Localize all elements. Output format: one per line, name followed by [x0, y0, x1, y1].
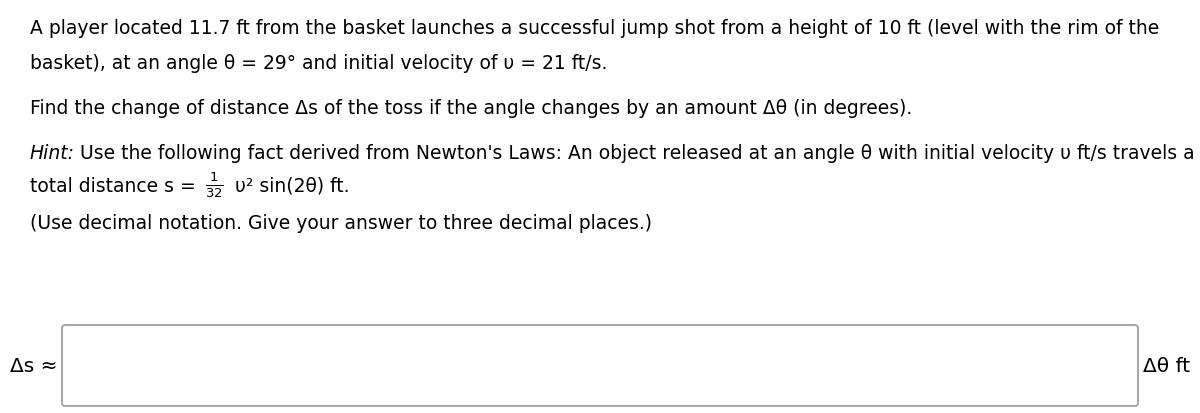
Text: Use the following fact derived from Newton's Laws: An object released at an angl: Use the following fact derived from Newt…	[74, 144, 1195, 163]
Text: υ² sin(2θ) ft.: υ² sin(2θ) ft.	[235, 177, 349, 195]
Text: Δs ≈: Δs ≈	[10, 356, 58, 375]
Text: Hint:: Hint:	[30, 144, 74, 163]
Text: (Use decimal notation. Give your answer to three decimal places.): (Use decimal notation. Give your answer …	[30, 214, 652, 233]
Text: Find the change of distance Δs of the toss if the angle changes by an amount Δθ : Find the change of distance Δs of the to…	[30, 99, 912, 118]
Text: total distance s =: total distance s =	[30, 177, 202, 195]
Text: A player located 11.7 ft from the basket launches a successful jump shot from a : A player located 11.7 ft from the basket…	[30, 19, 1159, 38]
Text: Δθ ft: Δθ ft	[1142, 356, 1190, 375]
Text: $\frac{1}{32}$: $\frac{1}{32}$	[205, 170, 223, 199]
Text: basket), at an angle θ = 29° and initial velocity of υ = 21 ft/s.: basket), at an angle θ = 29° and initial…	[30, 54, 607, 73]
FancyBboxPatch shape	[62, 325, 1138, 406]
